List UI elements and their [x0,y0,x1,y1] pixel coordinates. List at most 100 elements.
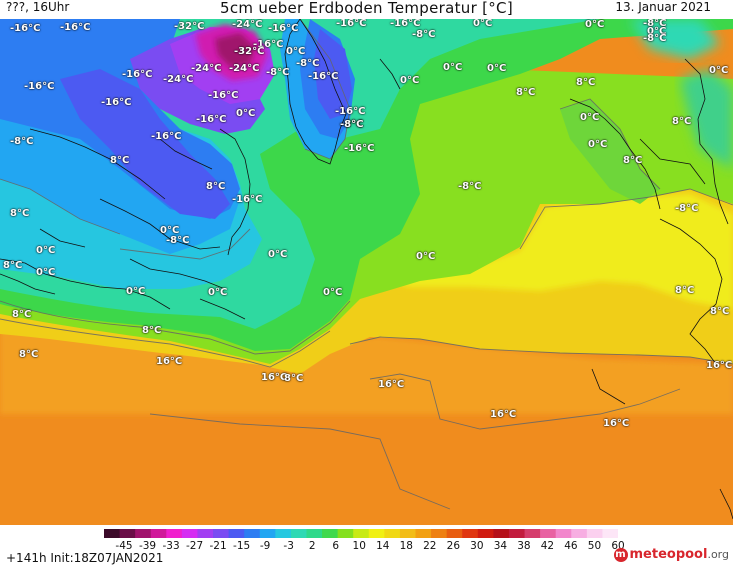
colorbar-cell [477,529,494,538]
colorbar-cell [571,529,588,538]
colorbar-tick-label: -9 [259,540,271,552]
colorbar-tick-label: -15 [233,540,251,552]
temp-label: -16°C [208,90,239,101]
colorbar-cell [119,529,136,538]
temp-label: 8°C [576,77,596,88]
temp-label: -16°C [268,23,299,34]
temp-label: 16°C [490,409,517,420]
forecast-date: 13. Januar 2021 [615,0,711,14]
temp-label: 16°C [378,379,405,390]
colorbar-cell [415,529,432,538]
colorbar-cell [555,529,572,538]
temp-label: -16°C [24,81,55,92]
temp-label: -32°C [174,21,205,32]
temp-label: -24°C [232,19,263,30]
colorbar-cell [135,529,152,538]
temp-label: -16°C [151,131,182,142]
colorbar-cell [540,529,557,538]
colorbar-cell [213,529,230,538]
temp-label: -32°C [234,46,265,57]
temp-label: -8°C [340,119,364,130]
temp-label: -16°C [60,22,91,33]
colorbar-cell [493,529,510,538]
colorbar-tick-label: 14 [376,540,390,552]
colorbar-tick-label: -27 [185,540,204,552]
temp-label: -16°C [10,23,41,34]
brand-domain: .org [707,548,729,561]
temp-label: 0°C [443,62,463,73]
temp-label: 8°C [623,155,643,166]
temp-label: -16°C [101,97,132,108]
colorbar-tick-label: 46 [564,540,578,552]
map-title: 5cm ueber Erdboden Temperatur [°C] [220,0,513,17]
colorbar-cell [602,529,618,538]
temp-label: -8°C [412,29,436,40]
colorbar-cell [508,529,526,538]
colorbar-tick-label: 42 [540,540,555,552]
temp-label: -8°C [266,67,290,78]
temp-label: 8°C [3,260,23,271]
temp-label: 8°C [110,155,130,166]
temp-label: 0°C [286,46,306,57]
temp-label: -16°C [336,19,367,29]
colorbar-cell [353,529,370,538]
temp-label: -16°C [308,71,339,82]
colorbar-tick-label: 18 [399,540,413,552]
temp-label: 0°C [473,19,493,29]
temp-label: 8°C [284,373,304,384]
temp-label: 0°C [208,287,228,298]
temp-label: 16°C [706,360,733,371]
temp-label: 0°C [416,251,436,262]
colorbar-tick-label: -33 [162,540,180,552]
temp-label: 8°C [710,306,730,317]
colorbar-cell [586,529,604,538]
colorbar-cell [197,529,214,538]
header: ???, 16Uhr 5cm ueber Erdboden Temperatur… [0,0,733,20]
temp-label: 0°C [487,63,507,74]
temp-label: 0°C [126,286,146,297]
temp-label: 16°C [603,418,630,429]
meteopool-logo[interactable]: m meteopool.org [613,547,729,562]
temp-label: 0°C [588,139,608,150]
temp-label: -16°C [253,39,284,50]
temp-label: -8°C [643,33,667,44]
colorbar-cell [462,529,479,538]
colorbar-cell [104,529,121,538]
colorbar-tick-label: -21 [209,540,227,552]
temp-label: -8°C [340,119,364,130]
run-info: +141h Init:18Z07JAN2021 [6,551,164,565]
temp-label: -16°C [390,19,421,29]
temp-label: 8°C [142,325,162,336]
temp-label: 0°C [580,112,600,123]
temp-label: 8°C [672,116,692,127]
colorbar-tick-label: 26 [446,540,461,552]
colorbar-cell [384,529,401,538]
temp-label: -24°C [191,63,222,74]
colorbar-cell [181,529,199,538]
temp-label: -8°C [10,136,34,147]
temp-label: -8°C [643,19,667,29]
colorbar-tick-label: 2 [308,540,316,552]
colorbar-cell [524,529,541,538]
colorbar-tick-label: 22 [423,540,437,552]
colorbar-cell [446,529,463,538]
temp-label: 0°C [647,26,667,37]
colorbar-tick-label: 30 [470,540,484,552]
colorbar-cell [431,529,448,538]
colorbar-cell [228,529,245,538]
temp-label: -8°C [458,181,482,192]
map-fields [0,19,733,525]
temp-label: -24°C [163,74,194,85]
temp-label: -24°C [229,63,260,74]
colorbar-tick-label: -45 [115,540,133,552]
colorbar-cell [275,529,292,538]
temp-label: 8°C [206,181,226,192]
temp-label: -8°C [296,58,320,69]
colorbar-cell [337,529,354,538]
run-time-label: ???, 16Uhr [6,0,70,14]
temp-label: 8°C [675,285,695,296]
temp-label: 0°C [268,249,288,260]
colorbar-cell [244,529,261,538]
temp-label: 0°C [236,108,256,119]
temp-label: 16°C [156,356,183,367]
